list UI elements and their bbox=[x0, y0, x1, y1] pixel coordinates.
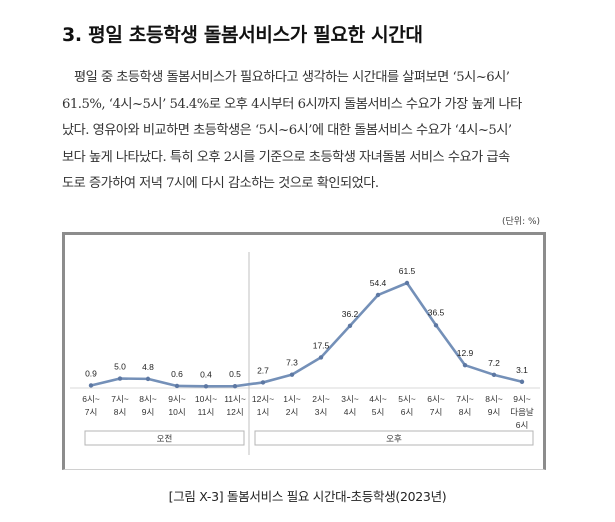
paragraph-line: 도로 증가하여 저녁 7시에 다시 감소하는 것으로 확인되었다. bbox=[62, 176, 379, 191]
data-point bbox=[174, 383, 180, 389]
x-tick-label: 7시~ bbox=[456, 394, 474, 404]
data-point bbox=[462, 362, 468, 368]
data-point bbox=[375, 292, 381, 298]
x-tick-label: 1시 bbox=[257, 407, 270, 417]
data-label: 0.9 bbox=[85, 368, 97, 378]
x-tick-label: 3시~ bbox=[341, 394, 359, 404]
x-tick-label: 10시~ bbox=[195, 394, 217, 404]
x-tick-label: 9시~ bbox=[513, 394, 531, 404]
chart-frame bbox=[62, 232, 546, 470]
x-tick-label: 8시~ bbox=[139, 394, 157, 404]
data-label: 4.8 bbox=[142, 362, 154, 372]
data-label: 54.4 bbox=[370, 278, 387, 288]
x-tick-label: 8시 bbox=[114, 407, 127, 417]
group-box bbox=[254, 430, 534, 446]
x-tick-label: 11시 bbox=[198, 407, 215, 417]
data-label: 0.5 bbox=[229, 369, 241, 379]
data-label: 7.2 bbox=[488, 358, 500, 368]
data-label: 0.4 bbox=[200, 369, 212, 379]
data-point bbox=[433, 323, 439, 328]
data-point bbox=[404, 280, 410, 286]
x-tick-label: 8시~ bbox=[485, 394, 503, 404]
data-label: 3.1 bbox=[516, 365, 528, 375]
x-tick-label: 7시 bbox=[430, 407, 443, 417]
paragraph-line: 보다 높게 나타났다. 특히 오후 2시를 기준으로 초등학생 자녀돌봄 서비스… bbox=[62, 149, 510, 165]
x-tick-label: 다음날 bbox=[510, 407, 534, 417]
x-tick-label: 9시 bbox=[488, 407, 501, 417]
body-paragraph: 평일 중 초등학생 돌봄서비스가 필요하다고 생각하는 시간대를 살펴보면 ‘5… bbox=[62, 65, 557, 198]
x-tick-label: 5시 bbox=[372, 407, 385, 417]
paragraph-line: 61.5%, ‘4시~5시’ 54.4%로 오후 4시부터 6시까지 돌봄서비스… bbox=[62, 96, 522, 112]
data-point bbox=[145, 376, 151, 382]
x-tick-label: 12시 bbox=[226, 407, 243, 417]
data-point bbox=[260, 380, 266, 385]
x-tick-label: 7시 bbox=[85, 407, 98, 417]
data-label: 61.5 bbox=[399, 266, 416, 276]
x-tick-label: 9시~ bbox=[168, 394, 186, 404]
x-tick-label: 2시~ bbox=[312, 394, 330, 404]
x-tick-label: 7시~ bbox=[111, 394, 129, 404]
data-point bbox=[318, 355, 324, 360]
x-tick-label: 4시 bbox=[344, 407, 357, 417]
unit-label: (단위: %) bbox=[502, 217, 541, 227]
x-tick-label: 6시 bbox=[516, 420, 529, 430]
x-tick-label: 8시 bbox=[459, 407, 472, 417]
paragraph-line: 났다. 영유아와 비교하면 초등학생은 ‘5시~6시’에 대한 돌봄서비스 수요… bbox=[62, 123, 512, 138]
data-label: 17.5 bbox=[313, 340, 330, 350]
x-tick-label: 6시~ bbox=[82, 394, 100, 404]
group-label: 오전 bbox=[157, 434, 173, 445]
paragraph-line: 평일 중 초등학생 돌봄서비스가 필요하다고 생각하는 시간대를 살펴보면 ‘5… bbox=[74, 70, 510, 85]
x-tick-label: 12시~ bbox=[252, 394, 274, 404]
data-point bbox=[491, 372, 497, 378]
data-label: 0.6 bbox=[171, 369, 183, 379]
data-point bbox=[203, 384, 209, 389]
data-point bbox=[117, 376, 123, 381]
x-tick-label: 6시 bbox=[401, 407, 414, 417]
data-label: 36.5 bbox=[428, 307, 445, 317]
x-tick-label: 3시 bbox=[315, 407, 328, 417]
x-tick-label: 5시~ bbox=[398, 394, 416, 404]
figure-caption: [그림 X-3] 돌봄서비스 필요 시간대-초등학생(2023년) bbox=[168, 489, 447, 504]
data-point bbox=[519, 379, 525, 384]
x-tick-label: 11시~ bbox=[224, 394, 246, 404]
data-point bbox=[88, 383, 94, 388]
data-label: 36.2 bbox=[342, 309, 359, 319]
x-tick-label: 9시 bbox=[142, 407, 155, 417]
data-label: 5.0 bbox=[114, 362, 126, 372]
section-heading: 3. 평일 초등학생 돌봄서비스가 필요한 시간대 bbox=[62, 24, 423, 46]
data-point bbox=[347, 323, 353, 328]
x-tick-label: 6시~ bbox=[427, 394, 445, 404]
data-point bbox=[232, 383, 238, 389]
data-label: 2.7 bbox=[257, 365, 269, 375]
series-line bbox=[90, 281, 523, 388]
x-tick-label: 10시 bbox=[168, 407, 185, 417]
group-label: 오후 bbox=[386, 435, 402, 445]
x-tick-label: 1시~ bbox=[283, 394, 301, 404]
x-tick-label: 2시 bbox=[286, 407, 299, 417]
data-label: 12.9 bbox=[457, 348, 474, 358]
x-tick-label: 4시~ bbox=[369, 394, 387, 404]
data-point bbox=[289, 372, 295, 377]
data-label: 7.3 bbox=[286, 358, 298, 368]
group-box bbox=[84, 430, 245, 446]
